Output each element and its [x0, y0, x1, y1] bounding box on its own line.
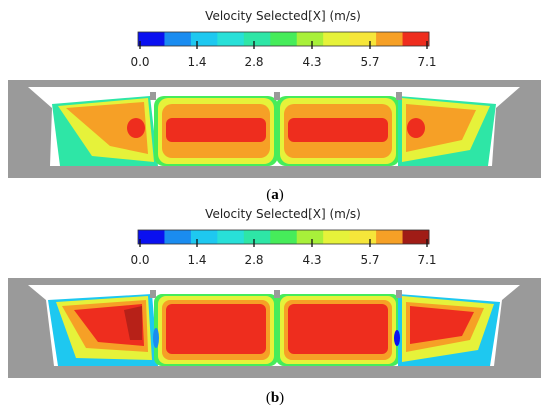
colorbar-frame — [137, 31, 430, 47]
cross-section-a — [8, 80, 541, 178]
pier — [396, 290, 402, 298]
low-velocity-core — [394, 330, 400, 346]
panel-b: Velocity Selected[X] (m/s) 0.0 1.4 2.8 4… — [8, 207, 541, 406]
colorbar-segment — [164, 230, 192, 244]
colorbar-ticks-b: 0.0 1.4 2.8 4.3 5.7 7.1 — [130, 253, 436, 267]
colorbar-segment — [190, 32, 218, 46]
deck-slab — [28, 80, 520, 87]
tick-label: 0.0 — [130, 55, 149, 69]
flow-region-left — [52, 96, 158, 166]
colorbar-segment — [376, 32, 404, 46]
pier — [150, 92, 156, 100]
colorbar-frame — [137, 229, 430, 245]
pier — [274, 92, 280, 100]
legend-title-a: Velocity Selected[X] (m/s) — [205, 9, 361, 23]
colorbar-segment — [376, 230, 404, 244]
low-velocity-core — [153, 328, 159, 348]
cross-section-b — [8, 278, 541, 378]
tick-label: 7.1 — [417, 55, 436, 69]
pier — [396, 92, 402, 100]
colorbar-segment — [164, 32, 192, 46]
colorbar-segment — [217, 230, 245, 244]
colorbar-segment — [138, 230, 165, 244]
flow-region-right — [398, 294, 500, 366]
pier — [274, 290, 280, 298]
tick-label: 5.7 — [360, 55, 379, 69]
flow-region-center-left — [154, 294, 278, 366]
tick-label: 5.7 — [360, 253, 379, 267]
tick-label: 2.8 — [244, 253, 263, 267]
colorbar-segment — [190, 230, 218, 244]
colorbar-segment — [402, 32, 430, 46]
colorbar-segment — [270, 32, 298, 46]
tick-label: 7.1 — [417, 253, 436, 267]
flow-region-center-left — [154, 96, 278, 166]
colorbar-segment — [323, 32, 351, 46]
colorbar-segment — [243, 230, 271, 244]
flow-region-right — [398, 96, 496, 166]
caption-a: (a) — [266, 187, 284, 203]
colorbar-segment — [296, 230, 324, 244]
legend-title-b: Velocity Selected[X] (m/s) — [205, 207, 361, 221]
flow-region-left — [48, 294, 158, 366]
tick-label: 1.4 — [187, 253, 206, 267]
tick-label: 4.3 — [302, 55, 321, 69]
pier — [150, 290, 156, 298]
tick-label: 2.8 — [244, 55, 263, 69]
tick-label: 0.0 — [130, 253, 149, 267]
panel-a: Velocity Selected[X] (m/s) 0.0 1.4 2.8 4… — [8, 9, 541, 203]
flow-region-center-right — [276, 96, 400, 166]
colorbar-segment — [402, 230, 430, 244]
colorbar-segment — [349, 230, 377, 244]
colorbar-segment — [296, 32, 324, 46]
tick-label: 4.3 — [302, 253, 321, 267]
tick-label: 1.4 — [187, 55, 206, 69]
colorbar-segment — [217, 32, 245, 46]
colorbar-segment — [270, 230, 298, 244]
colorbar-segment — [138, 32, 165, 46]
colorbar-b — [137, 229, 430, 247]
deck-slab — [28, 278, 520, 285]
colorbar-segment — [243, 32, 271, 46]
colorbar-segment — [349, 32, 377, 46]
caption-b: (b) — [266, 390, 284, 406]
colorbar-ticks-a: 0.0 1.4 2.8 4.3 5.7 7.1 — [130, 55, 436, 69]
flow-region-center-right — [276, 294, 400, 366]
colorbar-segment — [323, 230, 351, 244]
colorbar-a — [137, 31, 430, 49]
